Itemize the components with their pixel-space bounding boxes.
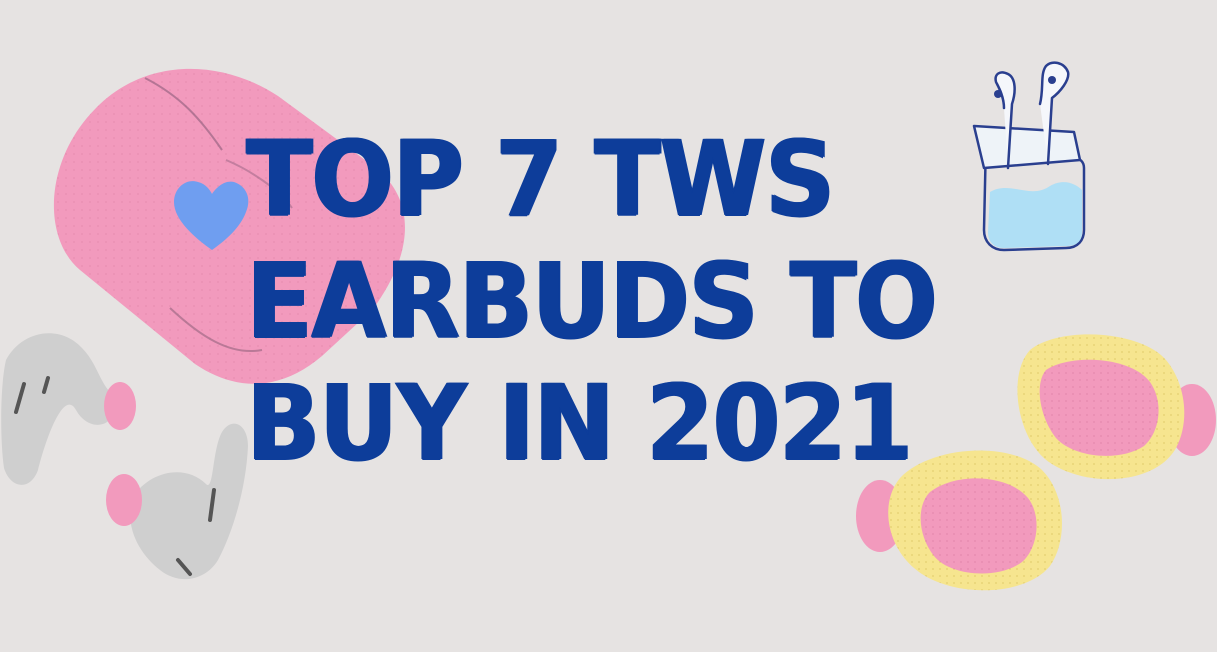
yellow-earbud-icon: [856, 334, 1216, 591]
airpods-icon: [972, 61, 1086, 252]
headline: TOP 7 TWS EARBUDS TO BUY IN 2021: [246, 118, 937, 484]
heart-icon: [174, 181, 249, 250]
gray-earbud-icon: [1, 333, 248, 580]
headline-line-1: TOP 7 TWS: [246, 118, 835, 240]
headline-line-2: EARBUDS TO: [246, 240, 937, 362]
headline-line-3: BUY IN 2021: [246, 362, 912, 484]
